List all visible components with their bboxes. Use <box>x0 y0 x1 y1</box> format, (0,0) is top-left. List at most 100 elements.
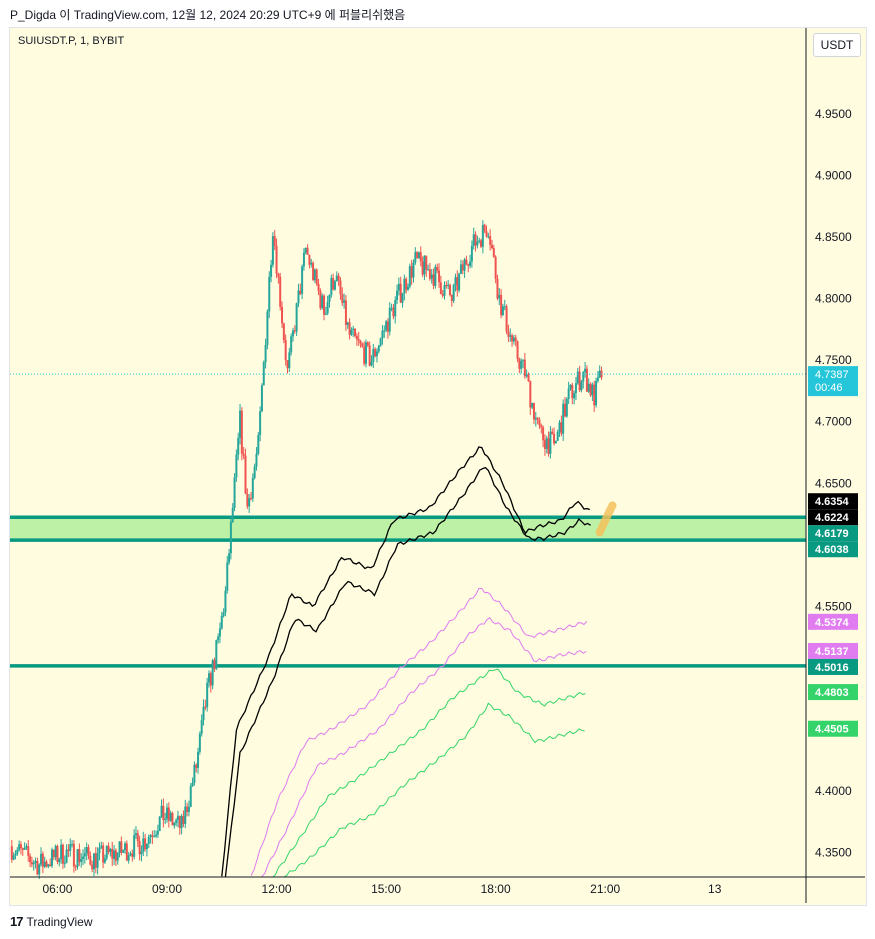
candle-body <box>337 275 340 281</box>
candle-body <box>312 262 315 281</box>
candle-body <box>386 321 389 332</box>
candle-body <box>357 339 360 341</box>
candle-body <box>156 830 159 835</box>
candle-body <box>164 818 167 821</box>
candle-body <box>202 706 205 721</box>
price-tag-label: 4.6038 <box>815 544 849 556</box>
candle-body <box>436 266 439 271</box>
y-tick-label: 4.9500 <box>815 107 852 121</box>
x-tick-label: 18:00 <box>481 882 511 896</box>
candle-body <box>377 345 380 352</box>
candle-body <box>448 284 451 296</box>
candle-body <box>401 293 404 303</box>
candle-body <box>290 336 293 353</box>
candle-body <box>379 338 382 346</box>
candle-body <box>249 498 252 500</box>
candle-body <box>439 282 442 295</box>
y-tick-label: 4.3500 <box>815 845 852 859</box>
candle-body <box>282 323 285 341</box>
candle-body <box>427 269 430 271</box>
candle-body <box>195 764 198 768</box>
candle-body <box>56 845 59 863</box>
candle-body <box>171 812 174 826</box>
candle-body <box>176 815 179 821</box>
candle-body <box>87 847 90 856</box>
candle-body <box>246 493 249 507</box>
brand-name: TradingView <box>26 914 93 929</box>
candle-body <box>288 352 291 369</box>
last-price-label-bg <box>808 366 858 397</box>
candle-body <box>317 283 320 291</box>
candle-body <box>193 764 196 784</box>
candle-body <box>467 264 470 266</box>
y-tick-label: 4.8000 <box>815 292 852 306</box>
candle-body <box>213 660 216 669</box>
candle-body <box>69 844 72 851</box>
chart-frame[interactable] <box>9 27 867 906</box>
candle-body <box>416 252 419 259</box>
candle-body <box>392 307 395 317</box>
candle-body <box>346 322 349 325</box>
candle-body <box>34 860 37 863</box>
candle-body <box>412 262 415 278</box>
candle-body <box>273 236 276 246</box>
candle-body <box>489 236 492 245</box>
candle-body <box>498 294 501 299</box>
candle-body <box>204 706 207 708</box>
candle-body <box>268 276 271 312</box>
candle-body <box>38 864 41 875</box>
y-tick-label: 4.9000 <box>815 169 852 183</box>
candle-body <box>565 399 568 417</box>
price-tag-bg <box>808 525 858 542</box>
candle-body <box>218 628 221 637</box>
candle-body <box>49 864 52 866</box>
candle-body <box>10 846 13 860</box>
price-tag-bg <box>808 658 858 675</box>
candle-body <box>32 862 35 865</box>
candle-body <box>169 812 172 821</box>
candle-body <box>120 841 123 853</box>
candle-body <box>374 348 377 357</box>
currency-button[interactable]: USDT <box>813 33 861 57</box>
candle-body <box>326 301 329 314</box>
candle-body <box>549 431 552 454</box>
candle-body <box>545 438 548 449</box>
candle-body <box>315 269 318 284</box>
candle-body <box>480 240 483 247</box>
candle-body <box>542 427 545 441</box>
candle-body <box>324 313 327 315</box>
candle-body <box>251 477 254 499</box>
candle-body <box>122 850 125 853</box>
candle-body <box>103 858 106 863</box>
price-tag-bg <box>808 613 858 630</box>
price-tag-bg <box>808 642 858 659</box>
candle-body <box>578 371 581 391</box>
candle-body <box>573 393 576 399</box>
candle-body <box>551 431 554 434</box>
candle-body <box>105 845 108 859</box>
candle-body <box>470 245 473 262</box>
footer-brand[interactable]: 17 TradingView <box>10 914 93 929</box>
candle-body <box>496 278 499 299</box>
candle-body <box>242 453 245 456</box>
candle-body <box>72 843 75 867</box>
candle-body <box>78 849 81 862</box>
support-zone <box>10 517 806 541</box>
candle-body <box>365 342 368 364</box>
highlight-marker <box>595 501 617 537</box>
candle-body <box>585 368 588 392</box>
candle-body <box>58 859 61 863</box>
candle-body <box>67 849 70 851</box>
candle-body <box>461 264 464 271</box>
candle-body <box>131 853 134 857</box>
candle-body <box>211 660 214 686</box>
candle-body <box>469 261 472 266</box>
candle-body <box>333 281 336 290</box>
candle-body <box>363 346 366 364</box>
candle-body <box>40 853 43 865</box>
candle-body <box>520 360 523 369</box>
candle-body <box>352 328 355 330</box>
candle-body <box>275 245 278 274</box>
candle-body <box>175 820 178 823</box>
